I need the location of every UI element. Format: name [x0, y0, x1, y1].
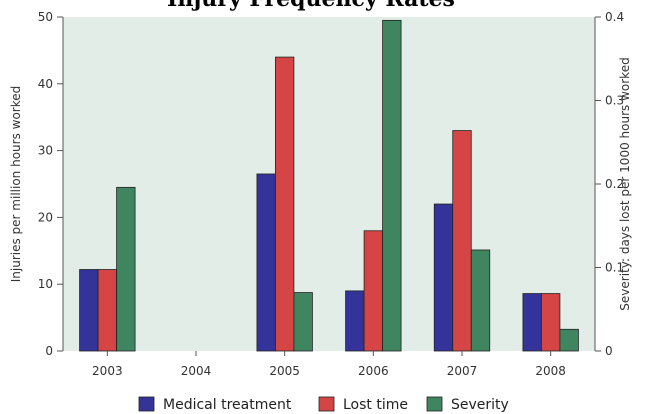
y2-tick-label: 0.4 [605, 10, 624, 24]
y-tick-label: 30 [38, 144, 53, 158]
axes-group: 2003 2004 2005 2006 2007 2008 0 10 20 30 40 50 0 0.1 0… [38, 10, 624, 378]
chart-title: Injury Frequency Rates [167, 0, 455, 12]
y-tick-label: 10 [38, 277, 53, 291]
y-axis-label: Injuries per million hours worked [9, 86, 23, 283]
y2-tick-label: 0 [605, 344, 613, 358]
bar-lost-time-2008 [541, 293, 561, 352]
legend-label-medical-treatment: Medical treatment [163, 397, 292, 413]
bars-group [79, 19, 579, 352]
bar-medical-treatment-2007 [433, 203, 454, 352]
x-tick-label: 2007 [447, 364, 478, 378]
bar-lost-time-2006 [363, 230, 383, 352]
bar-medical-treatment-2005 [256, 173, 276, 352]
bar-medical-treatment-2006 [345, 290, 365, 352]
x-tick-label: 2006 [358, 364, 389, 378]
y-tick-label: 50 [38, 10, 53, 24]
y2-tick-label: 0.2 [605, 177, 624, 191]
bar-severity-2006 [382, 19, 402, 352]
legend-swatch-lost-time [318, 396, 335, 412]
bar-lost-time-2007 [452, 130, 472, 352]
legend-label-lost-time: Lost time [343, 397, 408, 413]
y-tick-label: 0 [45, 344, 53, 358]
legend: Medical treatment Lost time Severity [138, 396, 509, 413]
legend-label-severity: Severity [451, 397, 509, 413]
bar-severity-2005 [293, 292, 313, 352]
y2-axis-label: Severity: days lost per 1000 hours worke… [618, 57, 632, 310]
bar-severity-2007 [470, 249, 491, 352]
y-tick-label: 20 [38, 210, 53, 224]
bar-severity-2008 [559, 328, 579, 352]
bar-lost-time-2003 [97, 269, 117, 352]
bar-severity-2003 [116, 186, 136, 352]
x-tick-label: 2008 [535, 364, 566, 378]
x-tick-label: 2005 [269, 364, 300, 378]
y2-tick-label: 0.1 [605, 261, 624, 275]
plot-area [63, 17, 595, 351]
y-tick-label: 40 [38, 77, 53, 91]
legend-swatch-severity [426, 396, 443, 412]
bar-lost-time-2005 [275, 56, 295, 352]
x-tick-label: 2004 [181, 364, 212, 378]
x-tick-label: 2003 [92, 364, 123, 378]
bar-medical-treatment-2008 [522, 293, 542, 352]
legend-swatch-medical-treatment [138, 396, 155, 412]
y2-tick-label: 0.3 [605, 94, 624, 108]
bar-medical-treatment-2003 [79, 269, 99, 352]
